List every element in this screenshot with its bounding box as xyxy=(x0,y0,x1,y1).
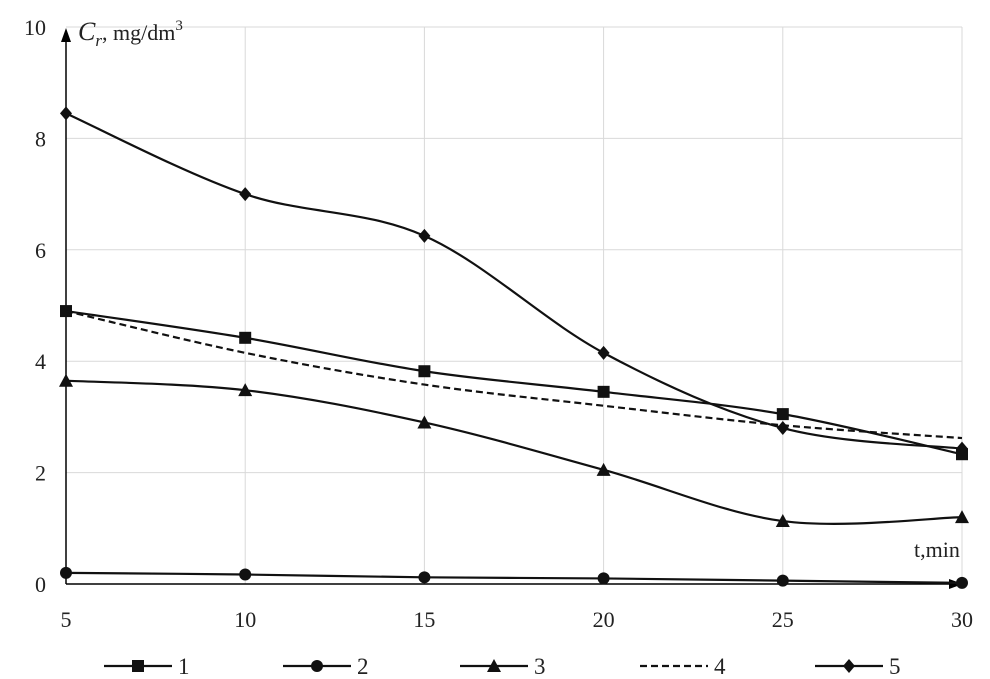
series-3-point xyxy=(955,510,969,524)
series-2-point xyxy=(597,572,610,585)
legend-item-1: 1 xyxy=(104,654,190,679)
y-tick-label: 10 xyxy=(24,15,46,40)
legend-label: 4 xyxy=(714,654,726,679)
series-2-line xyxy=(65,571,963,584)
legend-label: 5 xyxy=(889,654,901,679)
x-tick-label: 10 xyxy=(234,607,256,632)
y-axis-label-main: C xyxy=(78,17,96,46)
axes xyxy=(61,28,963,589)
legend-swatch-marker xyxy=(132,660,144,672)
legend: 1 2 3 4 5 xyxy=(104,654,901,679)
y-tick-label: 0 xyxy=(35,572,46,597)
x-tick-label: 15 xyxy=(413,607,435,632)
series-5-point xyxy=(597,345,610,360)
x-tick-label: 20 xyxy=(593,607,615,632)
legend-label: 2 xyxy=(357,654,369,679)
y-axis-arrow xyxy=(61,28,71,42)
series-2-point xyxy=(60,566,72,579)
series-5-point xyxy=(239,187,252,202)
x-axis-label: t,min xyxy=(914,537,960,562)
series-4-line xyxy=(65,309,963,440)
series-1-point xyxy=(418,365,431,378)
series-2-point xyxy=(239,568,252,581)
y-tick-label: 2 xyxy=(35,461,46,486)
x-tick-labels: 5 10 15 20 25 30 xyxy=(61,607,974,632)
series-5 xyxy=(60,106,968,456)
legend-item-4: 4 xyxy=(640,654,726,679)
series-3-line xyxy=(65,379,963,525)
y-tick-labels: 0 2 4 6 8 10 xyxy=(24,15,46,597)
series-lines xyxy=(59,106,969,589)
series-3-point xyxy=(417,415,432,429)
grid xyxy=(66,26,963,584)
series-3-point xyxy=(775,514,790,528)
legend-label: 1 xyxy=(178,654,190,679)
legend-item-2: 2 xyxy=(283,654,369,679)
series-1-point xyxy=(597,385,610,398)
series-2 xyxy=(60,566,968,589)
y-axis-label-sub: r xyxy=(95,31,102,50)
y-tick-label: 8 xyxy=(35,126,46,151)
series-2-point xyxy=(956,576,968,589)
series-5-point xyxy=(60,106,72,121)
series-3-point xyxy=(238,383,253,397)
legend-label: 3 xyxy=(534,654,546,679)
series-4 xyxy=(65,309,963,440)
series-2-point xyxy=(418,571,431,584)
series-1-point xyxy=(239,331,252,344)
legend-item-3: 3 xyxy=(460,654,546,679)
legend-swatch-marker xyxy=(487,659,501,672)
series-2-point xyxy=(776,574,789,587)
series-5-point xyxy=(418,228,431,243)
x-axis-arrow xyxy=(949,579,963,589)
legend-swatch-marker xyxy=(843,659,855,673)
y-axis-label-sup: 3 xyxy=(175,18,183,34)
series-5-point xyxy=(776,421,789,436)
y-tick-label: 4 xyxy=(35,349,46,374)
series-1-point xyxy=(776,408,789,421)
series-1-line xyxy=(65,309,963,456)
legend-swatch-marker xyxy=(311,660,323,672)
y-axis-label: Cr, mg/dm3 xyxy=(78,17,183,50)
y-tick-label: 6 xyxy=(35,238,46,263)
series-3-point xyxy=(59,373,73,387)
series-3-point xyxy=(596,462,611,476)
series-3 xyxy=(59,373,969,528)
x-tick-label: 25 xyxy=(772,607,794,632)
y-axis-label-unit: , mg/dm xyxy=(102,20,175,45)
legend-item-5: 5 xyxy=(815,654,901,679)
series-5-line xyxy=(65,112,963,450)
series-5-point xyxy=(956,441,968,456)
x-tick-label: 5 xyxy=(61,607,72,632)
x-tick-label: 30 xyxy=(951,607,973,632)
